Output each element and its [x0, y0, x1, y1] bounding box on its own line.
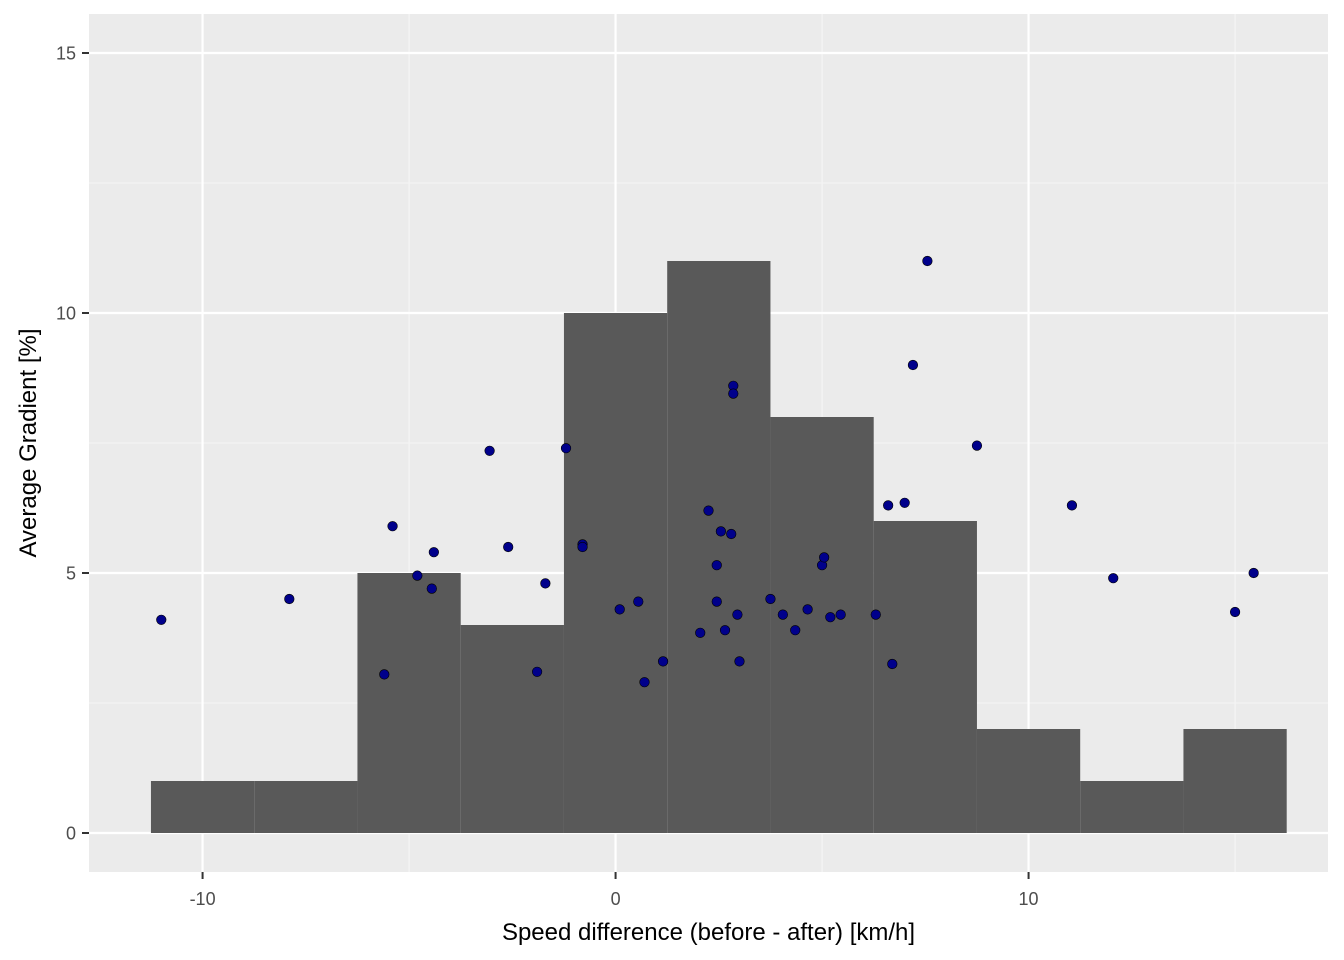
data-point-10 — [532, 666, 543, 677]
y-axis-title: Average Gradient [%] — [15, 328, 42, 557]
data-point-24 — [719, 625, 731, 636]
x-tick-label: 10 — [1019, 889, 1039, 909]
y-tick-label: 5 — [66, 564, 76, 584]
data-point-12 — [560, 443, 572, 454]
data-point-15 — [614, 604, 625, 615]
data-point-29 — [734, 656, 745, 667]
data-point-31 — [777, 609, 788, 620]
x-axis-title: Speed difference (before - after) [km/h] — [502, 919, 915, 946]
x-axis: -10 0 10 — [190, 872, 1039, 909]
data-point-40 — [887, 658, 898, 670]
x-tick-label: -10 — [190, 889, 216, 909]
data-point-25 — [726, 528, 737, 540]
data-point-17 — [639, 677, 650, 688]
data-point-1 — [156, 614, 167, 625]
histogram-bar-9 — [976, 729, 1081, 833]
histogram-bar-4 — [460, 625, 564, 833]
data-point-35 — [819, 552, 830, 563]
data-point-36 — [825, 612, 836, 623]
data-point-21 — [711, 560, 722, 571]
y-tick-label: 10 — [56, 304, 76, 324]
data-point-43 — [922, 255, 933, 267]
data-point-8 — [484, 445, 495, 456]
data-point-23 — [715, 526, 726, 537]
data-point-22 — [711, 596, 722, 607]
data-point-11 — [540, 578, 551, 589]
data-point-2 — [284, 593, 295, 605]
histogram-bar-11 — [1183, 729, 1287, 833]
data-point-28 — [732, 609, 743, 620]
data-point-20 — [703, 505, 714, 516]
data-point-42 — [907, 359, 919, 371]
data-point-37 — [835, 609, 846, 620]
y-axis: 0 5 10 15 — [56, 44, 89, 844]
histogram-bar-3 — [357, 573, 461, 833]
histogram-bar-7 — [770, 417, 874, 833]
histogram-bars — [150, 261, 1287, 833]
data-point-18 — [657, 656, 669, 667]
data-point-5 — [412, 570, 423, 581]
data-point-45 — [1066, 500, 1078, 511]
histogram-bar-8 — [873, 521, 977, 833]
data-point-44 — [971, 440, 983, 451]
histogram-bar-10 — [1080, 781, 1184, 833]
data-point-46 — [1108, 573, 1119, 584]
scatter-points — [156, 255, 1259, 688]
data-point-38 — [870, 609, 881, 620]
data-point-47 — [1229, 606, 1241, 618]
data-point-27 — [728, 388, 739, 399]
data-point-9 — [503, 541, 514, 553]
data-point-19 — [695, 627, 706, 638]
data-point-41 — [899, 497, 910, 508]
data-point-4 — [379, 669, 390, 680]
histogram-bar-6 — [667, 261, 771, 833]
y-tick-label: 0 — [66, 824, 76, 844]
data-point-39 — [883, 500, 894, 511]
data-point-7 — [426, 583, 437, 594]
data-point-32 — [790, 625, 801, 636]
y-tick-label: 15 — [56, 44, 76, 64]
data-point-6 — [428, 547, 439, 558]
data-point-30 — [765, 593, 776, 605]
histogram-bar-5 — [563, 313, 668, 833]
data-point-33 — [802, 604, 813, 615]
data-point-3 — [387, 521, 398, 532]
data-point-16 — [633, 596, 644, 607]
data-point-48 — [1248, 567, 1259, 579]
x-tick-label: 0 — [611, 889, 621, 909]
histogram-bar-1 — [150, 781, 255, 833]
data-point-14 — [577, 541, 588, 553]
histogram-bar-2 — [254, 781, 358, 833]
